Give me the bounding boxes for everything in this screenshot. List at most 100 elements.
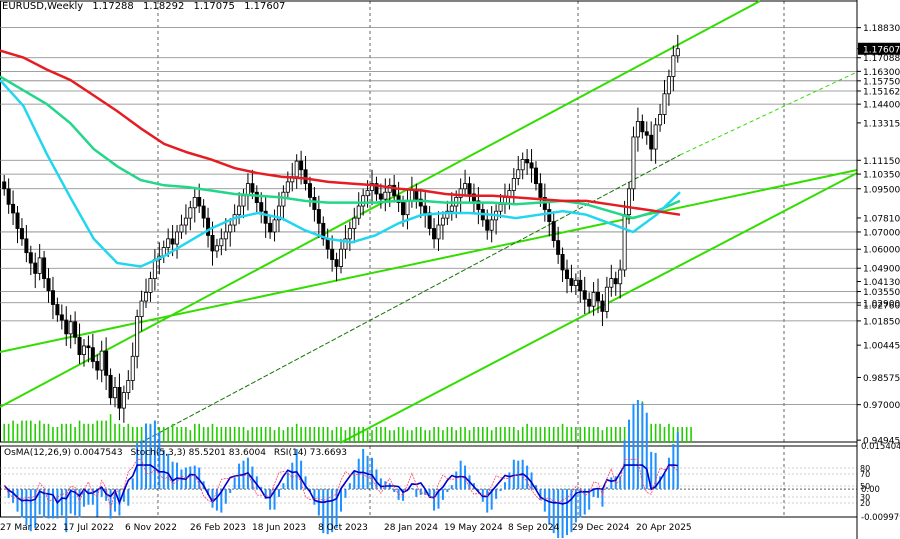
candle-body (529, 162, 534, 169)
price-tick-label: 1.11150 (863, 157, 900, 167)
candle-body (361, 195, 366, 207)
candle-body (635, 121, 640, 138)
candle-body (241, 195, 246, 207)
candle-body (662, 93, 667, 115)
candle-body (37, 257, 42, 274)
price-tick-label: 0.98575 (863, 374, 900, 384)
candle-body (285, 181, 290, 193)
date-tick-label: 17 Jul 2022 (63, 523, 114, 533)
candle-body (516, 169, 521, 179)
candle-body (15, 212, 20, 229)
stoch-label: Stoch(5,3,3) 85.5201 83.6004 (130, 448, 266, 458)
price-tick-label: 1.17607 (863, 45, 900, 55)
candle-body (117, 386, 122, 409)
candle-body (170, 238, 175, 245)
candle-body (520, 159, 525, 171)
price-tick-label: 1.02900 (863, 299, 900, 309)
candle-body (183, 217, 188, 226)
candle-body (68, 321, 73, 335)
price-tick-label: 1.03550 (863, 288, 900, 298)
candle-body (347, 228, 352, 240)
candle-body (130, 355, 135, 381)
candle-body (312, 197, 317, 210)
candle-body (582, 290, 587, 300)
candle-body (622, 214, 627, 271)
channel-line (0, 0, 761, 408)
candle-body (352, 217, 357, 229)
candle-body (356, 205, 361, 219)
date-tick-label: 20 Apr 2025 (636, 523, 692, 533)
candle-body (436, 224, 441, 240)
candle-body (325, 238, 330, 250)
candle-body (299, 160, 304, 171)
candle-body (573, 279, 578, 286)
candle-body (148, 278, 153, 293)
price-tick-label: 1.16300 (863, 68, 900, 78)
symbol-label: EURUSD,Weekly (2, 1, 84, 12)
price-tick-label: 0.97000 (863, 401, 900, 411)
date-tick-label: 6 Nov 2022 (125, 523, 177, 533)
candle-body (653, 124, 658, 150)
price-tick-label: 1.07000 (863, 228, 900, 238)
candle-body (627, 188, 632, 216)
price-tick-label: 1.15162 (863, 87, 900, 97)
price-tick-label: 1.10350 (863, 171, 900, 181)
candle-body (50, 290, 55, 305)
indicator-header: OsMA(12,26,9) 0.0047543 Stoch(5,3,3) 85.… (4, 448, 352, 458)
candle-body (476, 200, 481, 210)
date-tick-label: 29 Dec 2024 (572, 523, 630, 533)
candle-body (565, 269, 570, 279)
indicator-subwindow[interactable] (0, 399, 858, 539)
trend-line-dashed (139, 154, 681, 444)
candle-body (604, 286, 609, 312)
candle-body (303, 169, 308, 184)
price-plot-area[interactable] (0, 0, 858, 444)
price-tick-label: 1.14400 (863, 101, 900, 111)
current-price-box (858, 42, 900, 55)
trend-line-projection (679, 71, 858, 156)
candle-body (321, 222, 326, 240)
candle-body (631, 136, 636, 190)
candle-body (445, 210, 450, 219)
osma-tick-label: 0.015404 (861, 442, 900, 452)
date-tick-label: 8 Sep 2024 (508, 523, 560, 533)
candle-body (276, 205, 281, 221)
date-tick-label: 19 May 2024 (444, 523, 503, 533)
high-value: 1.18292 (142, 1, 185, 12)
candle-body (197, 197, 202, 207)
price-tick-label: 1.04130 (863, 278, 900, 288)
rsi-line (3, 464, 678, 506)
candle-body (166, 238, 171, 248)
candle-body (609, 278, 614, 288)
candle-body (281, 191, 286, 207)
candle-body (28, 252, 33, 264)
candle-body (551, 221, 556, 241)
price-tick-label: 1.15750 (863, 77, 900, 87)
rsi-tick-label: 50 (860, 482, 870, 491)
candle-body (206, 217, 211, 236)
candle-body (95, 361, 100, 371)
candle-body (671, 55, 676, 77)
candle-body (179, 224, 184, 233)
candle-body (121, 392, 126, 409)
candle-body (569, 278, 574, 286)
osma-tick-label: -0.009979 (861, 513, 900, 523)
price-tick-label: 1.02760 (863, 302, 900, 312)
candle-body (307, 183, 312, 198)
date-tick-label: 26 Feb 2023 (190, 523, 246, 533)
chart-header: EURUSD,Weekly 1.17288 1.18292 1.17075 1.… (2, 1, 291, 12)
candle-body (485, 219, 490, 231)
candle-body (223, 231, 228, 240)
candle-body (81, 345, 86, 355)
price-tick-label: 1.13315 (863, 119, 900, 129)
candle-body (392, 184, 397, 197)
close-value: 1.17607 (244, 1, 286, 12)
candle-body (613, 278, 618, 285)
candle-body (365, 190, 370, 197)
price-tick-label: 1.09500 (863, 185, 900, 195)
low-value: 1.17075 (193, 1, 235, 12)
candle-body (6, 188, 11, 205)
price-tick-label: 1.04900 (863, 265, 900, 275)
candle-body (46, 278, 51, 292)
